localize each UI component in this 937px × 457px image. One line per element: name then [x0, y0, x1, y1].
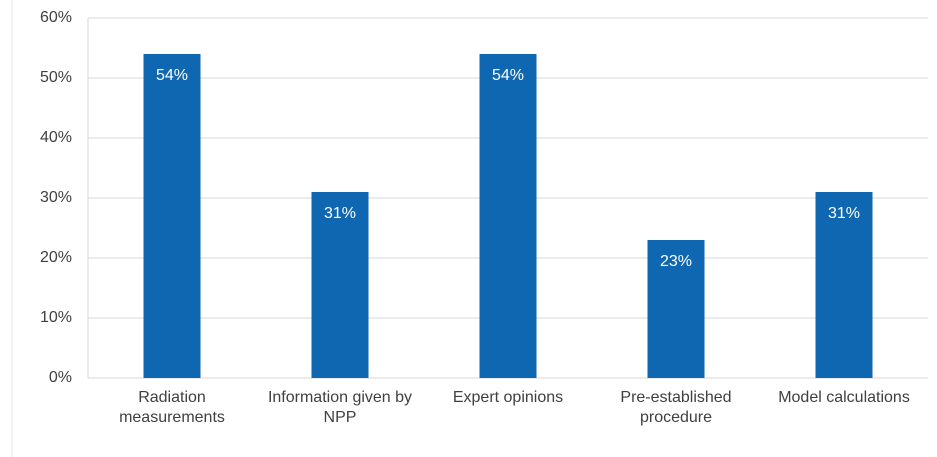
value-label: 31% [324, 205, 356, 222]
bar [815, 192, 873, 378]
value-label: 54% [492, 67, 524, 84]
x-tick-label: Model calculations [778, 389, 910, 406]
y-tick-label: 30% [40, 189, 72, 206]
bar [311, 192, 369, 378]
x-tick-label: Information given by NPP [267, 389, 413, 426]
y-tick-label: 20% [40, 249, 72, 266]
x-tick-label: Expert opinions [452, 389, 564, 406]
y-tick-label: 10% [40, 309, 72, 326]
value-label: 23% [660, 253, 692, 270]
value-label: 31% [828, 205, 860, 222]
y-tick-label: 50% [40, 69, 72, 86]
y-tick-label: 60% [40, 9, 72, 26]
bar [647, 240, 705, 378]
x-tick-label: Radiation measurements [119, 389, 225, 426]
bar [479, 54, 537, 378]
bar [143, 54, 201, 378]
value-label: 54% [156, 67, 188, 84]
y-tick-label: 40% [40, 129, 72, 146]
x-tick-label: Pre-established procedure [620, 389, 732, 426]
y-tick-label: 0% [49, 369, 72, 386]
